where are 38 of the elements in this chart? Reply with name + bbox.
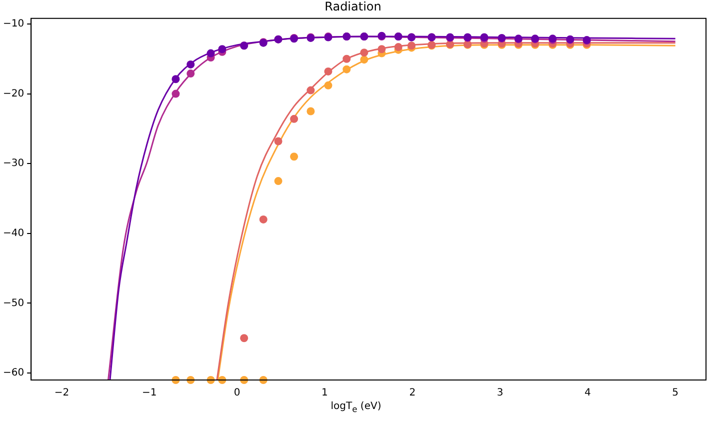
point [240, 334, 248, 342]
point [186, 70, 195, 78]
point [172, 90, 180, 98]
y-tick-label: −60 [2, 368, 24, 379]
point [306, 107, 315, 116]
x-tick-label: 1 [322, 388, 328, 399]
point [274, 177, 282, 186]
x-tick-label: −2 [54, 388, 70, 399]
y-tick-label: −10 [2, 18, 24, 30]
point [259, 215, 268, 224]
point [290, 114, 298, 123]
x-tick-label: 4 [584, 388, 591, 399]
x-tick-label: 2 [409, 388, 416, 399]
point [274, 137, 282, 146]
y-tick-label: −20 [2, 88, 24, 100]
x-tick-label: −1 [142, 388, 157, 399]
point [378, 45, 386, 54]
point [342, 54, 351, 63]
point [290, 152, 298, 161]
point [218, 45, 226, 54]
x-tick-label: 3 [496, 388, 504, 399]
y-tick-label: −30 [2, 158, 24, 170]
point [324, 81, 332, 90]
point [324, 67, 332, 76]
point [360, 56, 368, 64]
y-tick-label: −50 [2, 298, 24, 309]
x-axis-title: logT$_{e}$ (eV) [330, 401, 382, 414]
point [186, 60, 195, 68]
chart-title: Radiation [324, 0, 382, 14]
point [394, 43, 402, 52]
point [342, 65, 351, 74]
point [206, 49, 215, 58]
point [306, 86, 315, 94]
x-tick-label: 0 [234, 388, 240, 399]
point [172, 75, 180, 84]
y-tick-label: −40 [2, 228, 24, 239]
x-tick-label: 5 [672, 388, 679, 399]
point [360, 48, 368, 57]
